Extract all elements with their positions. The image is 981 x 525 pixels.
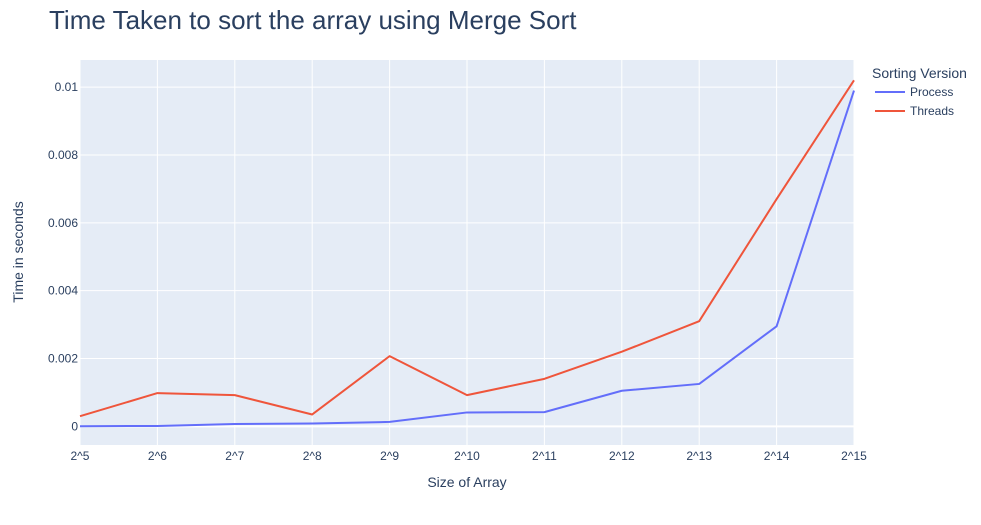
x-tick-label: 2^6 (148, 449, 167, 463)
x-tick-label: 2^9 (380, 449, 399, 463)
x-tick-label: 2^12 (609, 449, 635, 463)
legend-item-threads[interactable]: Threads (875, 104, 954, 118)
x-tick-label: 2^15 (841, 449, 867, 463)
legend-item-process[interactable]: Process (875, 85, 953, 99)
y-tick-label: 0.008 (48, 148, 78, 162)
x-tick-label: 2^13 (686, 449, 712, 463)
x-tick-label: 2^8 (303, 449, 322, 463)
legend-items[interactable]: Process Threads (875, 85, 954, 118)
y-tick-label: 0.01 (55, 80, 79, 94)
y-tick-label: 0.006 (48, 216, 78, 230)
legend-title: Sorting Version (872, 65, 967, 81)
y-axis-title: Time in seconds (10, 201, 26, 302)
legend[interactable]: Sorting Version Process Threads (872, 65, 967, 118)
x-tick-label: 2^14 (764, 449, 790, 463)
y-tick-label: 0 (71, 419, 78, 433)
legend-label: Threads (910, 104, 954, 118)
y-tick-label: 0.004 (48, 284, 78, 298)
x-tick-label: 2^7 (225, 449, 244, 463)
series-layer (79, 79, 855, 428)
grid-lines (79, 60, 855, 445)
chart-title: Time Taken to sort the array using Merge… (49, 5, 577, 35)
x-axis-title: Size of Array (427, 474, 506, 490)
y-tick-label: 0.002 (48, 352, 78, 366)
series-line-threads[interactable] (79, 79, 855, 418)
y-axis-ticks: 0 0.002 0.004 0.006 0.008 0.01 (48, 80, 78, 433)
legend-label: Process (910, 85, 953, 99)
x-tick-label: 2^5 (71, 449, 90, 463)
x-tick-label: 2^10 (454, 449, 480, 463)
x-tick-label: 2^11 (532, 449, 557, 463)
series-line-process[interactable] (79, 90, 855, 428)
x-axis-ticks: 2^5 2^6 2^7 2^8 2^9 2^10 2^11 2^12 2^13 2^14 2^15 (71, 449, 868, 463)
